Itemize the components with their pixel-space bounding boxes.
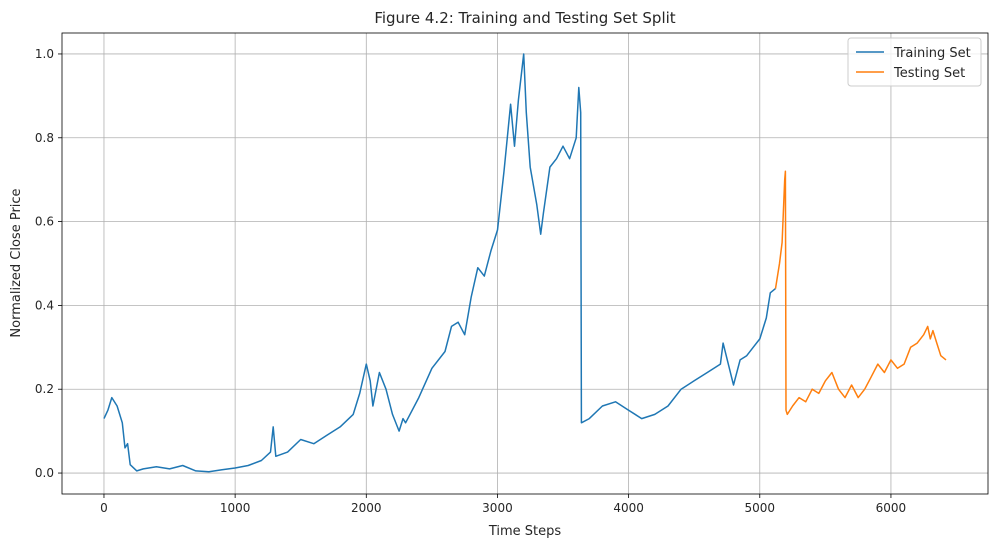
y-ticks: 0.0 0.2 0.4 0.6 0.8 1.0 [35,47,62,480]
x-tick-label: 6000 [876,501,907,515]
x-ticks: 0 1000 2000 3000 4000 5000 6000 [100,494,906,515]
legend-label: Testing Set [893,66,965,81]
legend-label: Training Set [893,46,971,61]
x-axis-label: Time Steps [488,524,562,539]
x-tick-label: 3000 [482,501,513,515]
series-line-1 [774,170,947,416]
x-tick-label: 1000 [220,501,251,515]
series-line-0 [103,53,776,473]
plot-area [62,33,988,494]
legend-box [847,37,982,87]
y-tick-label: 0.6 [35,215,54,229]
x-tick-label: 2000 [351,501,382,515]
x-tick-label: 4000 [613,501,644,515]
y-tick-label: 0.0 [35,466,54,480]
legend: Training Set Testing Set [847,37,982,87]
chart-title: Figure 4.2: Training and Testing Set Spl… [374,9,675,27]
y-tick-label: 0.8 [35,131,54,145]
y-tick-label: 0.2 [35,382,54,396]
grid [62,33,988,494]
x-tick-label: 5000 [745,501,776,515]
y-tick-label: 1.0 [35,47,54,61]
x-tick-label: 0 [100,501,108,515]
plot-frame [61,32,989,495]
y-axis-label: Normalized Close Price [9,188,24,337]
y-tick-label: 0.4 [35,298,54,312]
series-group [103,53,947,473]
